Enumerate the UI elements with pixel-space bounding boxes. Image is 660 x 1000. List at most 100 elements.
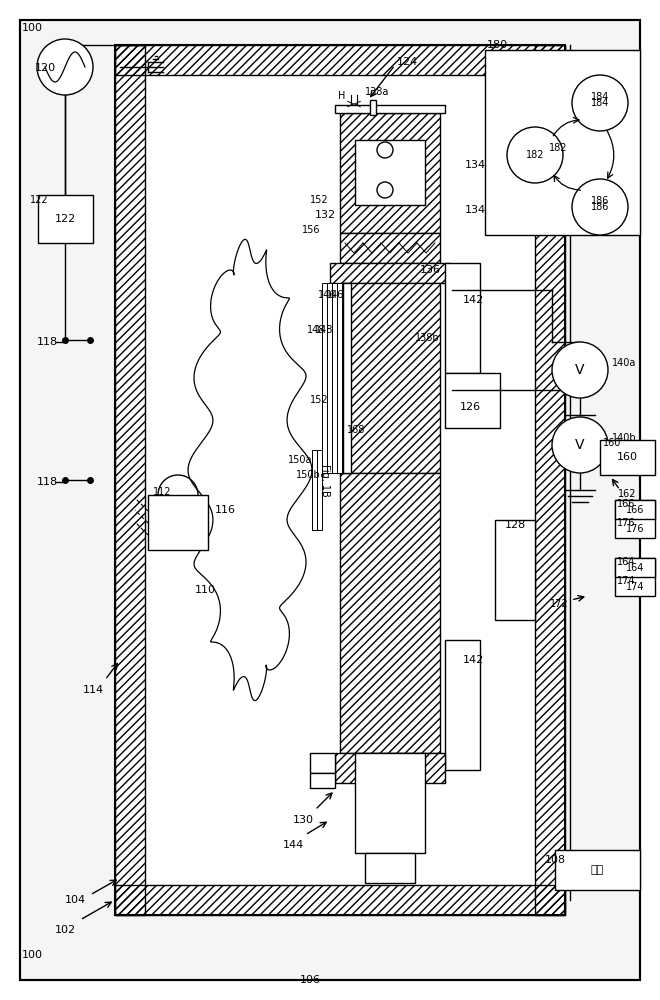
Bar (615, 558, 655, 577)
Text: 122: 122 (30, 195, 49, 205)
Bar (355, 140, 425, 205)
Text: 160: 160 (603, 438, 621, 448)
Text: 100: 100 (22, 23, 43, 33)
Bar (445, 263, 480, 373)
Bar (148, 495, 208, 550)
Bar (445, 640, 480, 770)
Text: 102: 102 (55, 925, 76, 935)
Text: 126: 126 (460, 402, 481, 412)
Text: 106: 106 (300, 975, 321, 985)
Bar (340, 113, 440, 233)
Circle shape (552, 342, 608, 398)
Text: 118: 118 (37, 477, 58, 487)
Text: 104: 104 (65, 895, 86, 905)
Text: 116: 116 (215, 505, 236, 515)
Text: 150b: 150b (296, 470, 321, 480)
Text: 124: 124 (397, 57, 418, 67)
Text: 182: 182 (548, 143, 567, 153)
Bar (340, 473, 440, 753)
Bar (615, 500, 655, 519)
Bar (317, 450, 322, 530)
Text: 110: 110 (195, 585, 216, 595)
Bar (343, 283, 351, 473)
Text: 真空: 真空 (591, 865, 604, 875)
Text: 168: 168 (347, 425, 366, 435)
Bar (38, 195, 93, 243)
Text: V: V (576, 363, 585, 377)
Text: 122: 122 (54, 214, 76, 224)
Text: 114: 114 (83, 685, 104, 695)
Text: 118: 118 (37, 337, 58, 347)
Text: 138a: 138a (365, 87, 389, 97)
Bar (322, 283, 327, 473)
Text: 186: 186 (591, 196, 609, 206)
Text: H: H (339, 91, 346, 101)
Bar (555, 850, 640, 890)
Text: 112: 112 (153, 487, 172, 497)
Bar (115, 45, 565, 915)
Text: 162: 162 (618, 489, 636, 499)
Text: 166: 166 (617, 499, 636, 509)
Bar (337, 283, 342, 473)
Bar (340, 283, 440, 473)
Text: 130: 130 (293, 815, 314, 825)
Text: 140a: 140a (612, 358, 636, 368)
Bar (495, 520, 535, 620)
Text: 184: 184 (591, 98, 609, 108)
Text: V: V (576, 438, 585, 452)
Text: 152: 152 (310, 395, 329, 405)
Text: 180: 180 (487, 40, 508, 50)
Text: 166: 166 (626, 505, 644, 515)
Circle shape (377, 142, 393, 158)
Text: 150a: 150a (288, 455, 312, 465)
Text: 152: 152 (310, 195, 329, 205)
Text: Fig. 1B: Fig. 1B (320, 464, 330, 496)
Text: 184: 184 (591, 92, 609, 102)
Bar (615, 500, 655, 538)
Circle shape (552, 417, 608, 473)
Text: 136: 136 (420, 265, 441, 275)
Text: 176: 176 (617, 518, 636, 528)
Circle shape (507, 127, 563, 183)
Bar (340, 233, 440, 263)
Bar (335, 105, 445, 113)
Text: 164: 164 (626, 563, 644, 573)
Text: 108: 108 (545, 855, 566, 865)
Bar (485, 50, 640, 235)
Polygon shape (188, 239, 312, 701)
Bar (332, 283, 337, 473)
Bar (115, 45, 145, 915)
Bar (445, 373, 500, 428)
Bar (310, 773, 335, 788)
Bar (615, 558, 655, 596)
Text: 138b: 138b (415, 333, 440, 343)
Text: 144: 144 (283, 840, 304, 850)
Circle shape (572, 179, 628, 235)
Bar (370, 100, 376, 115)
Text: 182: 182 (526, 150, 544, 160)
Text: 120: 120 (35, 63, 56, 73)
Text: 134: 134 (465, 205, 486, 215)
Text: 100: 100 (22, 950, 43, 960)
Text: 128: 128 (505, 520, 526, 530)
Bar (115, 885, 565, 915)
Text: 148: 148 (307, 325, 325, 335)
Bar (310, 753, 335, 773)
Text: 176: 176 (626, 524, 644, 534)
Text: 140b: 140b (612, 433, 637, 443)
Bar (330, 263, 450, 283)
Bar (535, 45, 565, 915)
Text: 174: 174 (626, 582, 644, 592)
Text: 146: 146 (326, 290, 345, 300)
Circle shape (572, 75, 628, 131)
Circle shape (377, 182, 393, 198)
Text: 164: 164 (617, 557, 636, 567)
Text: 142: 142 (463, 655, 484, 665)
Bar (327, 283, 332, 473)
Text: 160: 160 (616, 452, 638, 462)
Text: 134: 134 (465, 160, 486, 170)
Text: 148: 148 (315, 325, 333, 335)
Bar (335, 753, 445, 783)
Text: 186: 186 (591, 202, 609, 212)
Bar (115, 45, 565, 75)
